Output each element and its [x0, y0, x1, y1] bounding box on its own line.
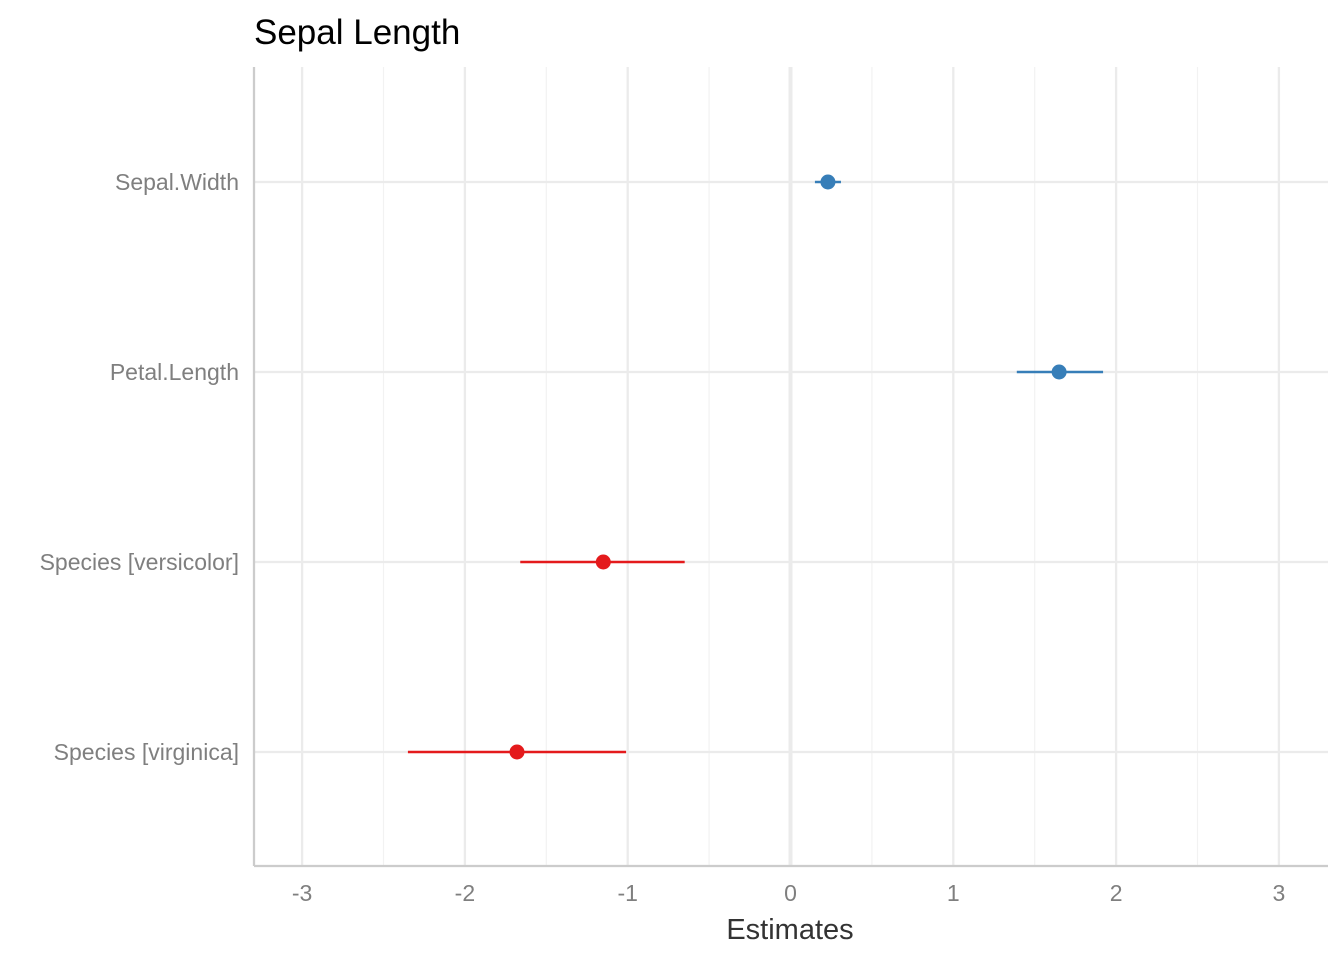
x-tick-label: -1: [617, 880, 637, 906]
plot-axes: [252, 67, 1328, 868]
estimate-point: [509, 744, 525, 760]
x-tick-label: 2: [1110, 880, 1123, 906]
x-tick-label: 3: [1273, 880, 1286, 906]
y-tick-label: Sepal.Width: [115, 169, 239, 195]
y-tick-label: Petal.Length: [110, 359, 239, 385]
y-axis-tick-labels: Sepal.Width Petal.Length Species [versicol…: [40, 169, 239, 765]
x-tick-label: 1: [947, 880, 960, 906]
x-axis-tick-labels: -3 -2 -1 0 1 2 3: [292, 880, 1285, 906]
confidence-intervals: [407, 180, 1104, 754]
major-gridlines: [254, 67, 1328, 866]
x-tick-label: -2: [455, 880, 475, 906]
estimate-point: [595, 554, 611, 570]
estimate-point: [1051, 364, 1067, 380]
estimate-point: [820, 174, 836, 190]
estimate-points: [509, 174, 1067, 760]
x-axis-title: Estimates: [726, 914, 853, 946]
y-tick-label: Species [virginica]: [54, 739, 239, 765]
minor-gridlines: [382, 67, 1199, 866]
chart-title: Sepal Length: [254, 13, 460, 52]
x-tick-label: 0: [784, 880, 797, 906]
y-tick-label: Species [versicolor]: [40, 549, 239, 575]
x-tick-label: -3: [292, 880, 312, 906]
